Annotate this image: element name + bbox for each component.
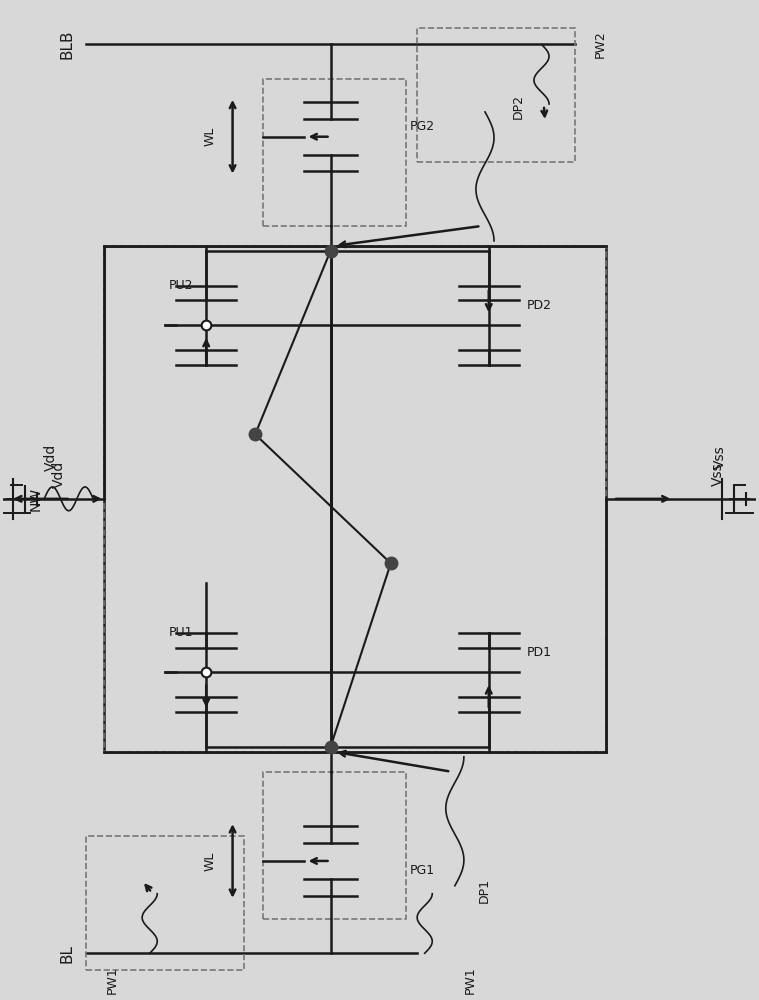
Text: Vdd: Vdd [52,460,66,488]
Text: BLB: BLB [59,30,74,59]
Bar [263,772,406,919]
Bar [263,79,406,226]
Bar [105,246,606,752]
Bar [332,246,606,752]
Text: PG2: PG2 [410,120,435,133]
Text: WL: WL [203,127,216,146]
Text: Vss: Vss [711,462,725,486]
Text: Vss: Vss [713,445,726,469]
Bar [105,246,332,752]
Text: PD2: PD2 [527,299,552,312]
Text: WL: WL [203,851,216,871]
Bar [86,836,244,970]
Text: PG1: PG1 [410,864,435,877]
Text: BL: BL [59,944,74,963]
Bar [417,28,575,162]
Text: PU1: PU1 [168,626,193,639]
Text: DP1: DP1 [477,878,490,903]
Text: NW: NW [28,487,43,511]
Text: DP2: DP2 [512,94,524,119]
Text: PW2: PW2 [594,31,607,58]
Text: PD1: PD1 [527,646,552,659]
Text: PU2: PU2 [168,279,193,292]
Text: Vdd: Vdd [44,444,58,471]
Text: PW1: PW1 [464,966,477,994]
Text: PW1: PW1 [106,966,118,994]
